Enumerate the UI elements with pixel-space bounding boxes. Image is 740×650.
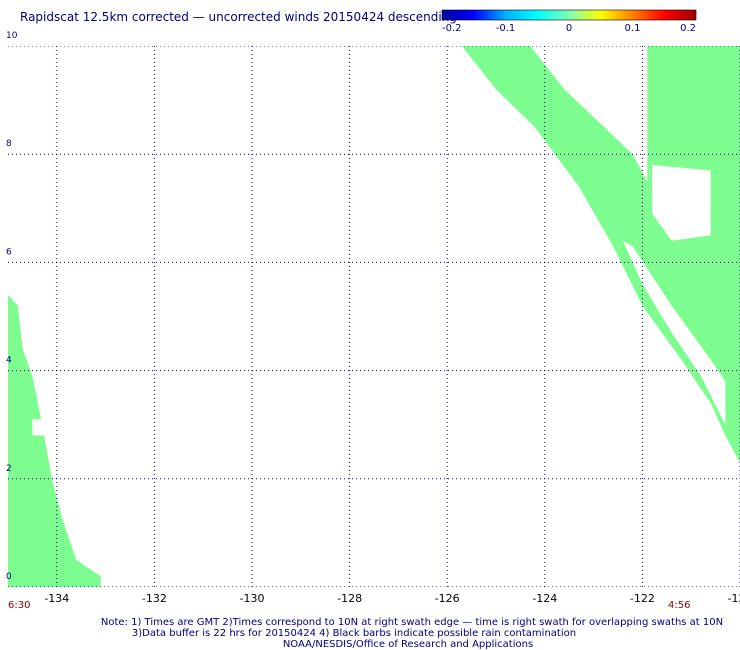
gap-layer <box>32 46 726 436</box>
swath-layer <box>8 46 740 587</box>
y-tick-label: 10 <box>6 31 18 41</box>
x-tick-label: -132 <box>142 592 167 605</box>
y-ticks: 0 2 4 6 8 10 <box>6 31 18 582</box>
y-tick-label: 0 <box>6 572 12 582</box>
y-tick-label: 2 <box>6 464 12 474</box>
x-ticks: -134 -132 -130 -128 -126 -124 -122 -120 <box>44 592 740 605</box>
colorbar: -0.2 -0.1 0 0.1 0.2 <box>441 9 697 34</box>
x-tick-label: -122 <box>630 592 655 605</box>
colorbar-ramp <box>441 9 697 21</box>
data-gap <box>622 240 726 425</box>
x-tick-label: -126 <box>435 592 460 605</box>
x-tick-label: -128 <box>337 592 362 605</box>
time-left-label: 6:30 <box>8 600 30 611</box>
colorbar-tick-label: 0 <box>566 23 572 34</box>
swath-region <box>8 294 101 587</box>
note-line-2: 3)Data buffer is 22 hrs for 20150424 4) … <box>132 628 576 639</box>
data-gap <box>32 419 52 436</box>
note-line-1: Note: 1) Times are GMT 2)Times correspon… <box>101 617 723 628</box>
colorbar-tick-label: 0.1 <box>625 23 641 34</box>
x-tick-label: -120 <box>728 592 740 605</box>
time-right-label: 4:56 <box>668 600 690 611</box>
x-tick-label: -130 <box>240 592 265 605</box>
data-gap <box>652 165 711 241</box>
note-line-3: NOAA/NESDIS/Office of Research and Appli… <box>283 639 533 650</box>
data-gap <box>530 46 648 182</box>
y-tick-label: 4 <box>6 356 12 366</box>
y-tick-label: 6 <box>6 247 12 257</box>
colorbar-tick-label: -0.1 <box>496 23 516 34</box>
colorbar-tick-label: -0.2 <box>442 23 462 34</box>
x-tick-label: -124 <box>532 592 557 605</box>
plot-area <box>8 46 740 587</box>
colorbar-tick-label: 0.2 <box>680 23 696 34</box>
swath-region <box>461 46 740 463</box>
colorbar-ticks: -0.2 -0.1 0 0.1 0.2 <box>442 23 696 34</box>
chart-title: Rapidscat 12.5km corrected — uncorrected… <box>20 10 457 24</box>
x-tick-label: -134 <box>44 592 69 605</box>
y-tick-label: 8 <box>6 139 12 149</box>
